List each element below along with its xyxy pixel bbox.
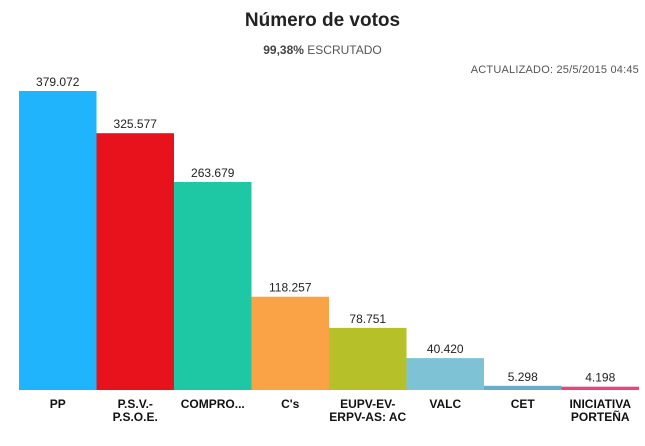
category-label-4: C's [281, 397, 300, 411]
bar-2[interactable] [96, 133, 175, 390]
category-label-8: INICIATIVA PORTEÑA [569, 397, 631, 424]
value-label-7: 5.298 [508, 370, 538, 384]
value-label-3: 263.679 [191, 166, 235, 180]
bar-7[interactable] [484, 385, 562, 390]
value-label-6: 40.420 [427, 342, 464, 356]
bar-3[interactable] [174, 182, 252, 390]
category-label-3: COMPRO... [181, 397, 245, 411]
value-label-5: 78.751 [349, 312, 386, 326]
value-label-1: 379.072 [36, 75, 80, 89]
bar-6[interactable] [406, 358, 485, 390]
category-label-1: PP [50, 397, 66, 411]
bar-5[interactable] [329, 327, 407, 390]
value-label-4: 118.257 [269, 281, 312, 295]
value-label-2: 325.577 [114, 117, 158, 131]
last-updated: ACTUALIZADO: 25/5/2015 04:45 [470, 64, 639, 76]
category-label-2: P.S.V.-P.S.O.E. [113, 397, 158, 424]
value-label-8: 4.198 [585, 371, 615, 385]
bar-4[interactable] [251, 296, 330, 390]
scrutiny-status: 99,38% ESCRUTADO [0, 43, 645, 57]
bar-8[interactable] [561, 386, 640, 390]
scrutiny-percentage: 99,38% [263, 43, 304, 57]
category-label-7: CET [511, 397, 536, 411]
bar-1[interactable] [19, 91, 97, 390]
chart-title: Número de votos [244, 10, 401, 31]
scrutiny-label: ESCRUTADO [307, 43, 382, 57]
category-label-6: VALC [429, 397, 461, 411]
category-label-5: EUPV-EV-ERPV-AS: AC [329, 397, 406, 424]
